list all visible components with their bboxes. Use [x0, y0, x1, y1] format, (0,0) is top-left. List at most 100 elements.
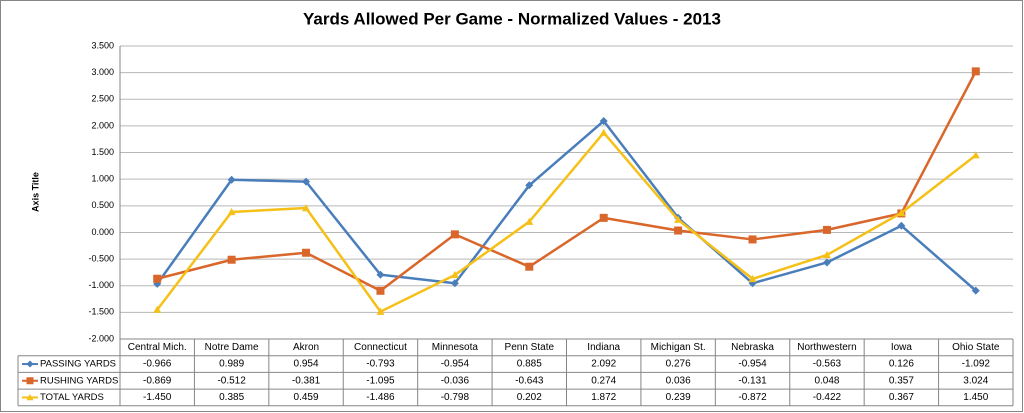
x-tick-label: Northwestern: [797, 342, 856, 353]
table-value: 0.048: [814, 375, 839, 386]
marker: [302, 177, 311, 186]
marker: [26, 377, 34, 385]
table-value: 1.450: [963, 392, 988, 403]
marker: [971, 151, 980, 159]
table-value: 0.357: [889, 375, 914, 386]
table-value: -0.869: [143, 375, 172, 386]
table-value: 0.239: [666, 392, 691, 403]
table-value: -0.422: [813, 392, 842, 403]
y-tick-label: -0.500: [88, 253, 114, 263]
x-tick-label: Iowa: [891, 342, 913, 353]
marker: [227, 175, 236, 184]
legend-label: TOTAL YARDS: [40, 392, 104, 403]
table-value: 0.202: [517, 392, 542, 403]
x-tick-label: Indiana: [587, 342, 620, 353]
table-value: 0.367: [889, 392, 914, 403]
x-tick-label: Connecticut: [354, 342, 407, 353]
marker: [525, 217, 534, 225]
marker: [674, 215, 683, 223]
marker: [599, 117, 608, 126]
y-tick-label: -1.000: [88, 280, 114, 290]
x-tick-label: Central Mich.: [128, 342, 187, 353]
table-value: -0.512: [217, 375, 246, 386]
marker: [26, 393, 34, 401]
table-value: -0.793: [366, 359, 395, 370]
table-value: -1.095: [366, 375, 395, 386]
marker: [599, 213, 608, 222]
table-value: -0.563: [813, 359, 842, 370]
legend-label: RUSHING YARDS: [40, 375, 118, 386]
y-tick-label: 3.000: [91, 67, 114, 77]
marker: [450, 230, 459, 239]
marker: [599, 128, 608, 136]
table-value: 0.459: [294, 392, 319, 403]
marker: [971, 286, 980, 295]
table-value: -0.966: [143, 359, 172, 370]
x-tick-label: Michigan St.: [651, 342, 706, 353]
marker: [376, 286, 385, 295]
marker: [748, 235, 757, 244]
marker: [302, 204, 311, 212]
table-value: 0.885: [517, 359, 542, 370]
series-line: [156, 131, 977, 313]
marker: [822, 225, 831, 234]
marker: [748, 274, 757, 283]
marker: [822, 250, 831, 259]
x-tick-label: Minnesota: [432, 342, 479, 353]
table-value: 0.126: [889, 359, 914, 370]
marker: [822, 258, 831, 267]
legend-label: PASSING YARDS: [40, 359, 116, 370]
y-tick-label: 0.000: [91, 227, 114, 237]
table-value: -0.954: [441, 359, 470, 370]
table-value: -0.872: [738, 392, 767, 403]
series-line: [156, 70, 977, 293]
table-value: 0.274: [591, 375, 616, 386]
x-tick-label: Ohio State: [952, 342, 1000, 353]
chart-title: Yards Allowed Per Game - Normalized Valu…: [303, 9, 721, 28]
table-value: 2.092: [591, 359, 616, 370]
x-tick-label: Notre Dame: [205, 342, 259, 353]
marker: [525, 181, 534, 190]
table-value: -1.092: [962, 359, 991, 370]
y-tick-label: 1.000: [91, 174, 114, 184]
y-tick-label: 2.000: [91, 120, 114, 130]
x-tick-label: Nebraska: [731, 342, 774, 353]
table-value: 0.036: [666, 375, 691, 386]
y-tick-label: 3.500: [91, 40, 114, 50]
marker: [153, 305, 162, 313]
table-value: -0.798: [441, 392, 470, 403]
y-tick-label: 0.500: [91, 200, 114, 210]
table-value: 0.954: [294, 359, 319, 370]
marker: [450, 270, 459, 279]
table-value: 0.385: [219, 392, 244, 403]
marker: [525, 262, 534, 271]
table-value: 0.989: [219, 359, 244, 370]
marker: [971, 67, 980, 76]
marker: [376, 270, 385, 279]
table-value: 0.276: [666, 359, 691, 370]
marker: [26, 360, 34, 368]
table-value: -1.486: [366, 392, 395, 403]
table-value: -0.131: [738, 375, 767, 386]
marker: [153, 274, 162, 283]
marker: [897, 221, 906, 230]
y-axis-title: Axis Title: [30, 172, 40, 212]
x-tick-label: Akron: [293, 342, 319, 353]
table-value: 3.024: [963, 375, 988, 386]
x-tick-label: Penn State: [505, 342, 555, 353]
y-tick-label: 1.500: [91, 147, 114, 157]
table-value: -0.381: [292, 375, 321, 386]
marker: [227, 255, 236, 264]
marker: [376, 307, 385, 315]
marker: [897, 208, 906, 217]
table-value: -0.643: [515, 375, 544, 386]
marker: [450, 279, 459, 288]
y-tick-label: -2.000: [88, 333, 114, 343]
table-value: -1.450: [143, 392, 172, 403]
y-tick-label: -1.500: [88, 307, 114, 317]
series-line: [156, 119, 977, 292]
marker: [227, 207, 236, 216]
table-value: -0.954: [738, 359, 767, 370]
y-tick-label: 2.500: [91, 94, 114, 104]
